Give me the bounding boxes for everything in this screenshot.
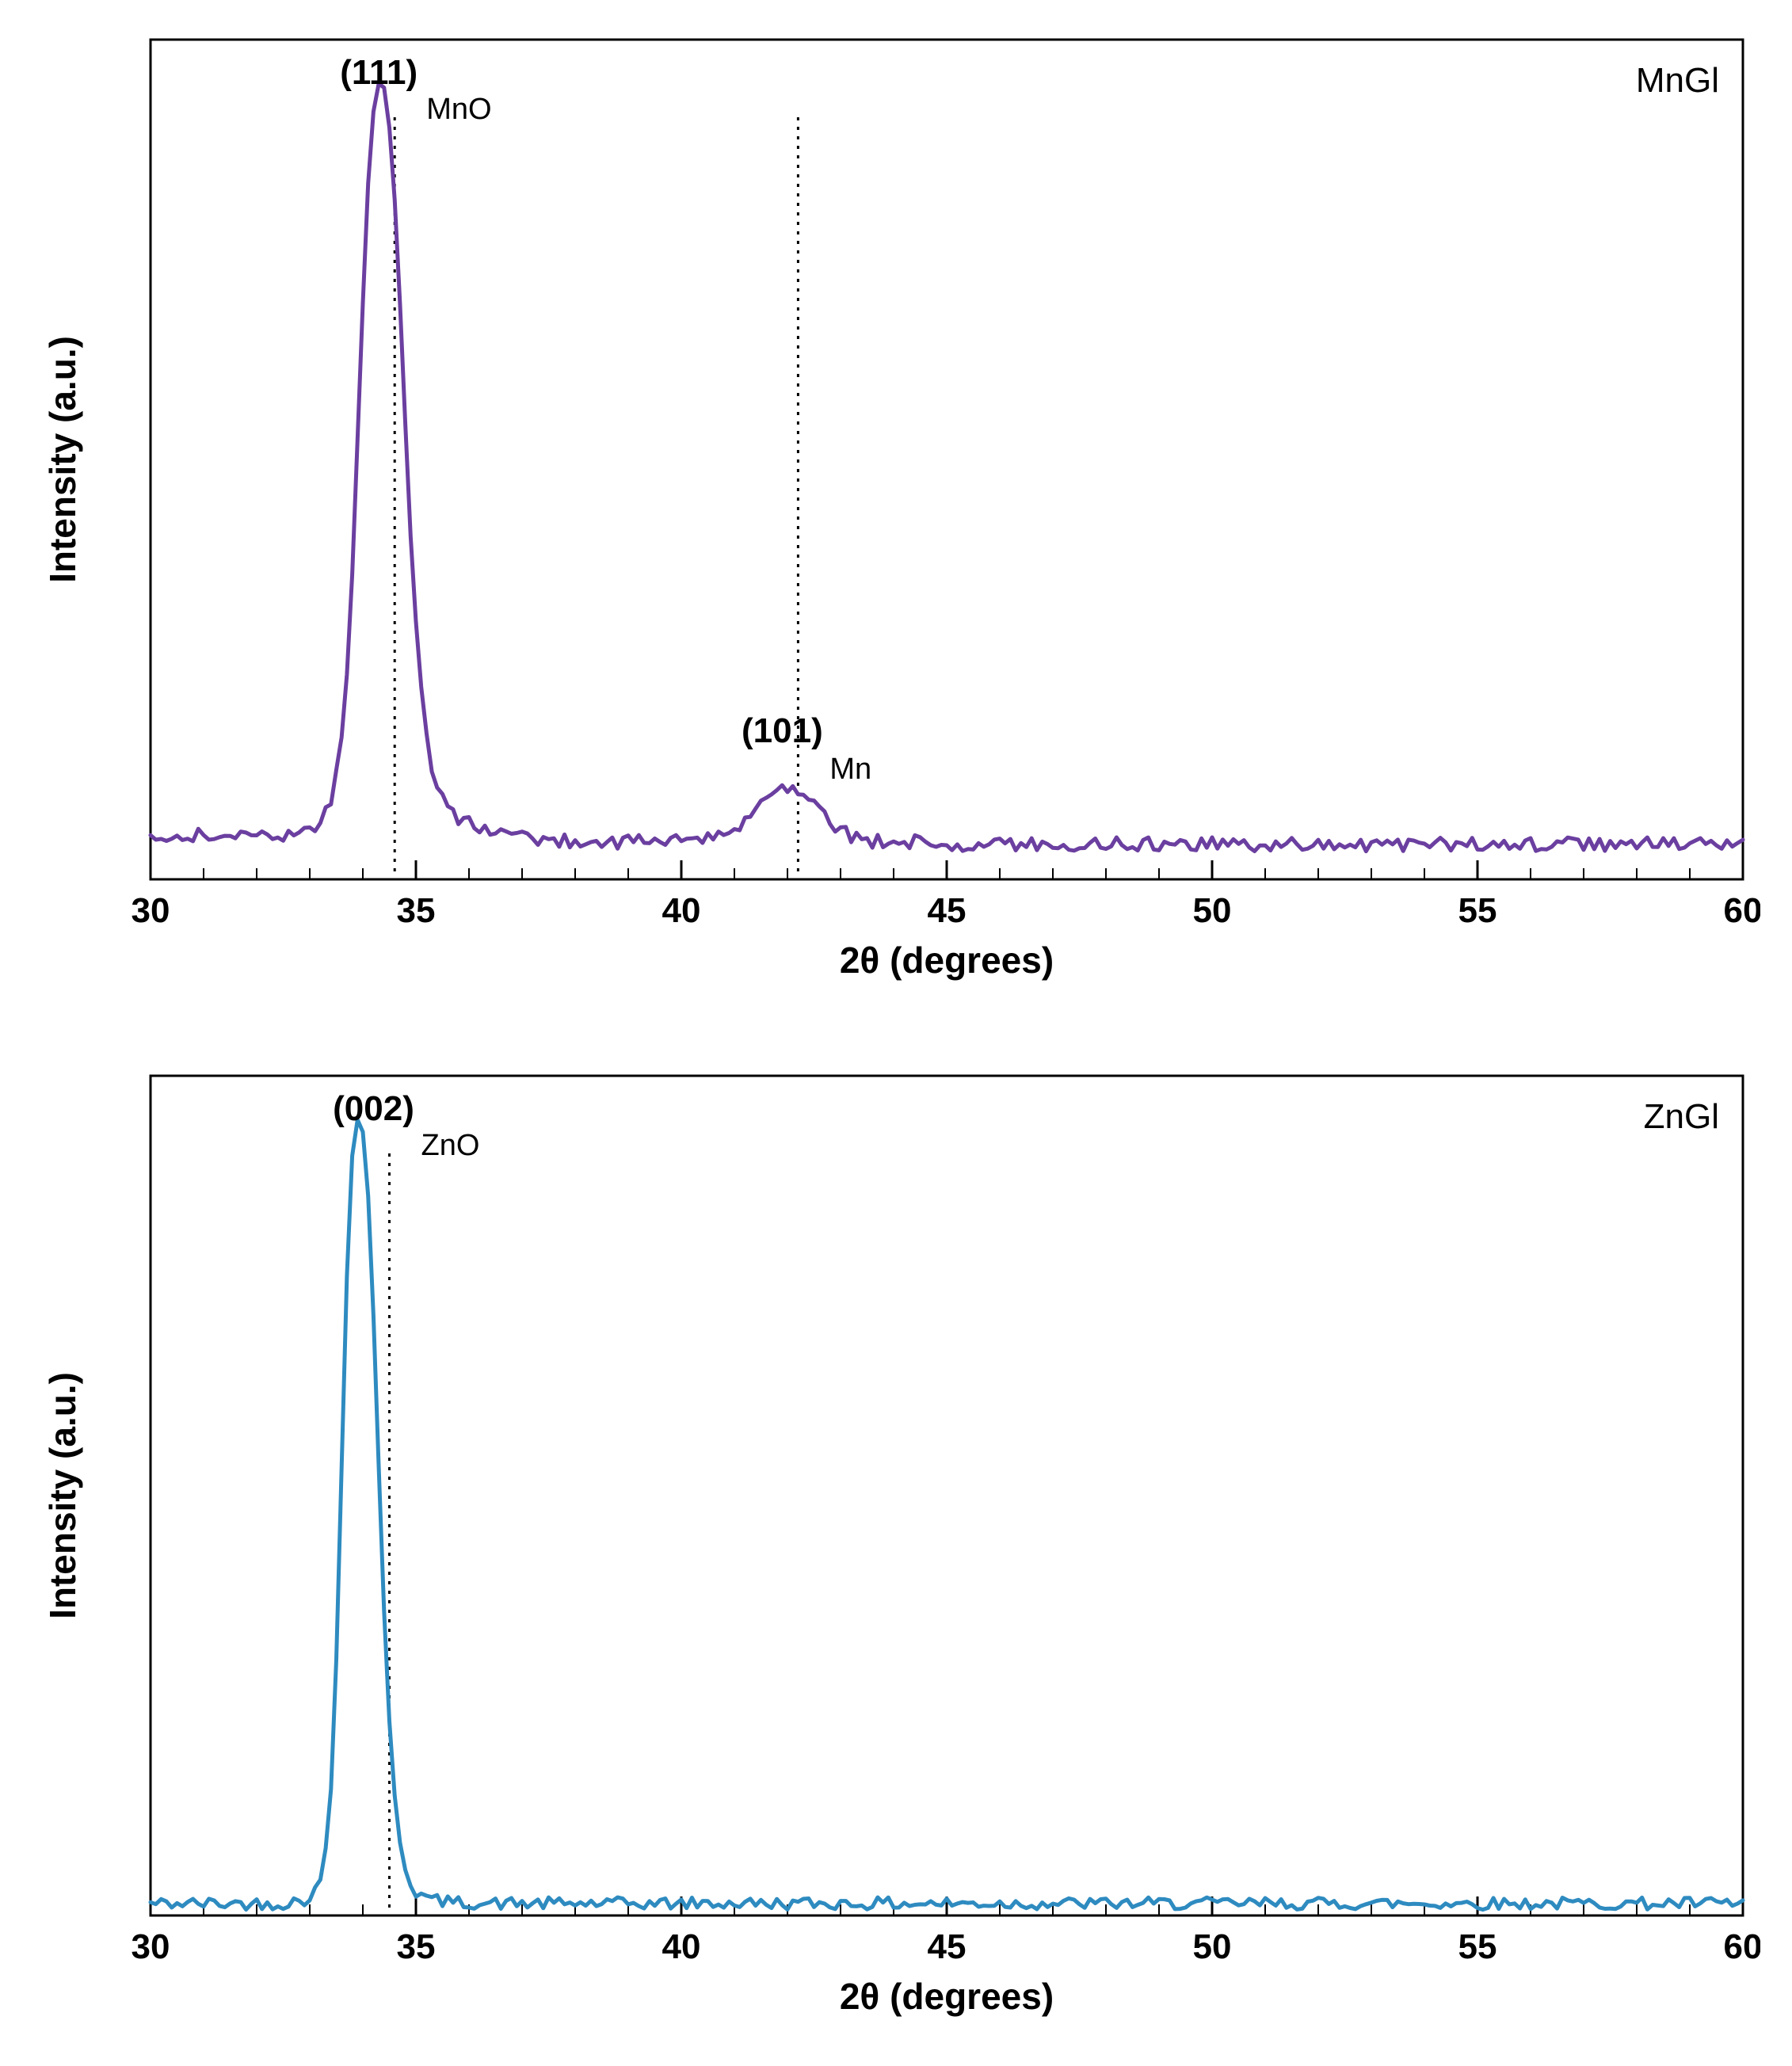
x-tick-label: 35	[397, 1927, 436, 1966]
x-tick-label: 30	[132, 891, 170, 930]
miller-index-label: (111)	[340, 53, 417, 92]
x-tick-label: 40	[662, 1927, 701, 1966]
x-tick-label: 40	[662, 891, 701, 930]
phase-label: MnO	[426, 93, 491, 126]
x-tick-label: 50	[1193, 891, 1232, 930]
sample-label: ZnGl	[1644, 1097, 1719, 1136]
x-tick-label: 55	[1458, 1927, 1497, 1966]
miller-index-label: (002)	[333, 1089, 414, 1128]
x-tick-label: 45	[928, 1927, 967, 1966]
x-tick-label: 50	[1193, 1927, 1232, 1966]
sample-label: MnGl	[1636, 61, 1719, 100]
xrd-panel-bottom: 30 35 40 45 50 55 60 2θ (degrees) Intensity (a.u…	[32, 1060, 1760, 2034]
x-tick-label: 55	[1458, 891, 1497, 930]
x-tick-label: 45	[928, 891, 967, 930]
phase-label: Mn	[829, 753, 871, 786]
plot-frame	[151, 40, 1743, 879]
xrd-trace	[151, 84, 1743, 852]
x-tick-label: 60	[1724, 1927, 1760, 1966]
xrd-panel-top: 30 35 40 45 50 55 60 2θ (degrees) Intensity (a.u…	[32, 24, 1760, 998]
miller-index-label: (101)	[742, 711, 823, 750]
x-tick-label: 30	[132, 1927, 170, 1966]
figure-page: 30 35 40 45 50 55 60 2θ (degrees) Intensity (a.u…	[0, 0, 1792, 2066]
y-axis-label: Intensity (a.u.)	[42, 336, 83, 583]
x-axis-label: 2θ (degrees)	[840, 940, 1054, 981]
phase-label: ZnO	[421, 1129, 480, 1162]
x-tick-label: 35	[397, 891, 436, 930]
x-axis-label: 2θ (degrees)	[840, 1976, 1054, 2017]
x-tick-label: 60	[1724, 891, 1760, 930]
y-axis-label: Intensity (a.u.)	[42, 1372, 83, 1619]
